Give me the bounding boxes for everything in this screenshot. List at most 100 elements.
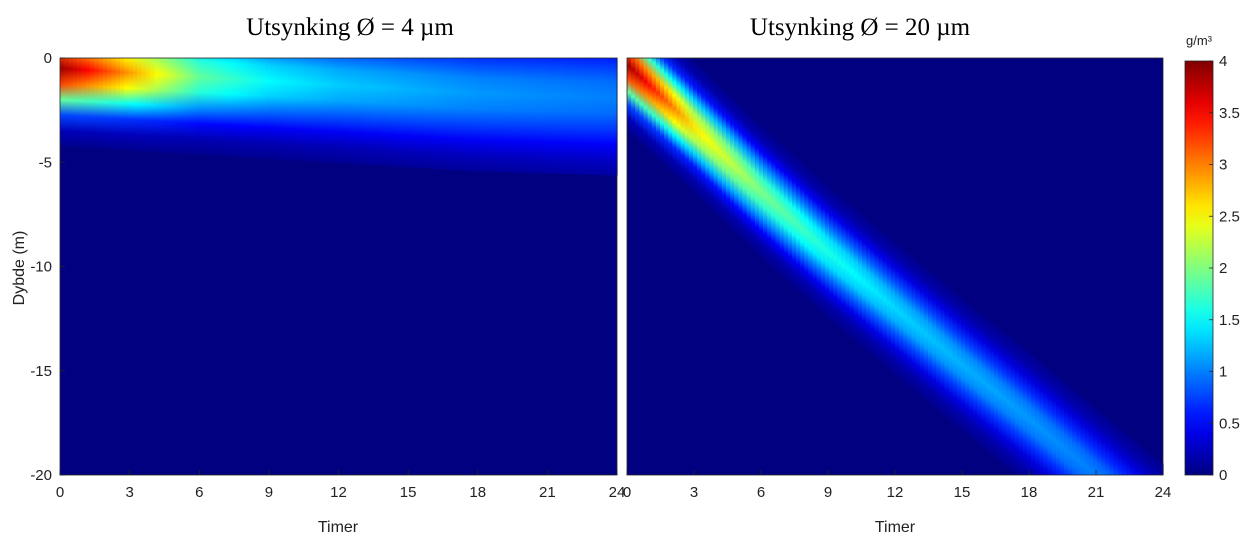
left-heatmap-column [359,58,365,165]
left-heatmap-column [411,58,417,168]
left-heatmap-column [389,58,395,167]
right-heatmap-column [903,250,908,383]
left-heatmap-column [167,58,172,153]
left-heatmap-column [201,58,207,156]
left-x-tick-label: 9 [265,484,273,501]
right-heatmap-column [857,212,863,345]
right-heatmap-column [1109,421,1115,475]
left-heatmap-column [381,58,387,166]
left-heatmap-column [312,58,318,162]
left-x-tick-label: 3 [125,484,133,501]
right-heatmap-column [1064,383,1069,475]
right-heatmap-column [1113,425,1119,475]
right-heatmap-column [750,117,756,250]
right-heatmap-column [841,198,847,331]
left-heatmap-column [261,58,267,159]
right-heatmap-column [742,109,748,242]
right-x-tick-label: 18 [1021,484,1038,501]
left-heatmap-column [514,58,520,173]
left-heatmap-column [171,58,177,154]
left-x-tick-label: 15 [400,484,417,501]
right-heatmap-column [631,58,636,137]
left-heatmap-column [81,58,87,148]
colorbar-tick-label: 1.5 [1219,312,1240,329]
right-heatmap-column [804,166,810,299]
left-heatmap-column [552,58,558,174]
right-x-tick-label: 0 [623,484,631,501]
right-heatmap-column [767,132,772,265]
right-heatmap-column [816,177,822,310]
right-heatmap-column [664,58,669,167]
right-heatmap-column [1097,411,1102,475]
left-heatmap-column [522,58,528,173]
right-heatmap-column [853,209,859,342]
left-heatmap-column [415,58,421,168]
right-heatmap-column [936,278,941,411]
left-heatmap-column [149,58,155,152]
right-heatmap-column [882,233,888,366]
right-heatmap-column [643,58,649,148]
right-heatmap-column [1068,387,1073,475]
left-heatmap-column [299,58,305,161]
left-x-tick-label: 6 [195,484,203,501]
left-heatmap-column [209,58,215,156]
right-heatmap-column [651,58,657,156]
right-heatmap-column [965,302,970,435]
left-heatmap-column [317,58,322,162]
left-heatmap-column [539,58,545,174]
right-heatmap-column [796,158,801,291]
right-heatmap-column [1055,376,1061,475]
right-heatmap-column [808,170,814,303]
left-heatmap-column [364,58,370,165]
left-heatmap-column [329,58,335,163]
left-heatmap-column [107,58,113,150]
left-heatmap-column [467,58,472,171]
left-heatmap-column [274,58,280,160]
left-heatmap-column [351,58,357,164]
colorbar-tick-label: 1 [1219,364,1227,381]
left-heatmap-column [205,58,211,156]
right-heatmap-column [738,105,744,238]
right-heatmap-column [800,162,805,295]
right-heatmap-column [895,243,900,376]
left-heatmap-column [235,58,241,158]
right-heatmap-column [775,140,781,273]
left-heatmap-column [227,58,232,157]
right-heatmap-column [940,282,946,415]
left-heatmap-column [449,58,455,170]
left-heatmap-column [557,58,562,174]
right-heatmap-column [1080,397,1086,475]
left-heatmap-column [432,58,438,169]
left-heatmap-column [269,58,275,160]
left-heatmap-column [111,58,117,150]
right-heatmap-column [837,195,842,328]
left-heatmap-column [479,58,485,172]
right-heatmap-column [849,205,855,338]
left-heatmap-column [64,58,70,147]
left-heatmap-column [574,58,580,175]
left-heatmap-column [347,58,352,164]
left-heatmap-column [428,58,434,169]
right-x-tick-label: 12 [887,484,904,501]
left-heatmap-column [154,58,160,153]
right-heatmap-column [829,188,834,321]
colorbar-tick-label: 0 [1219,467,1227,484]
left-heatmap-panel: 0 3 6 9 12 15 18 21 24 0 -5 -10 -15 -20 [30,50,625,501]
left-heatmap-column [561,58,567,175]
right-x-tick-label: 21 [1088,484,1105,501]
left-heatmap-column [475,58,481,172]
right-heatmap-column [771,136,777,269]
left-heatmap-column [325,58,331,163]
right-heatmap-column [705,73,711,206]
right-heatmap-column [701,69,706,202]
left-heatmap-column [214,58,220,156]
right-heatmap-column [1076,394,1082,475]
left-heatmap-column [98,58,104,149]
right-heatmap-column [927,271,933,404]
right-heatmap-column [1142,449,1148,475]
right-heatmap-column [734,101,739,234]
right-heatmap-column [1150,456,1156,475]
left-heatmap-column [287,58,292,161]
left-x-tick-label: 24 [609,484,626,501]
